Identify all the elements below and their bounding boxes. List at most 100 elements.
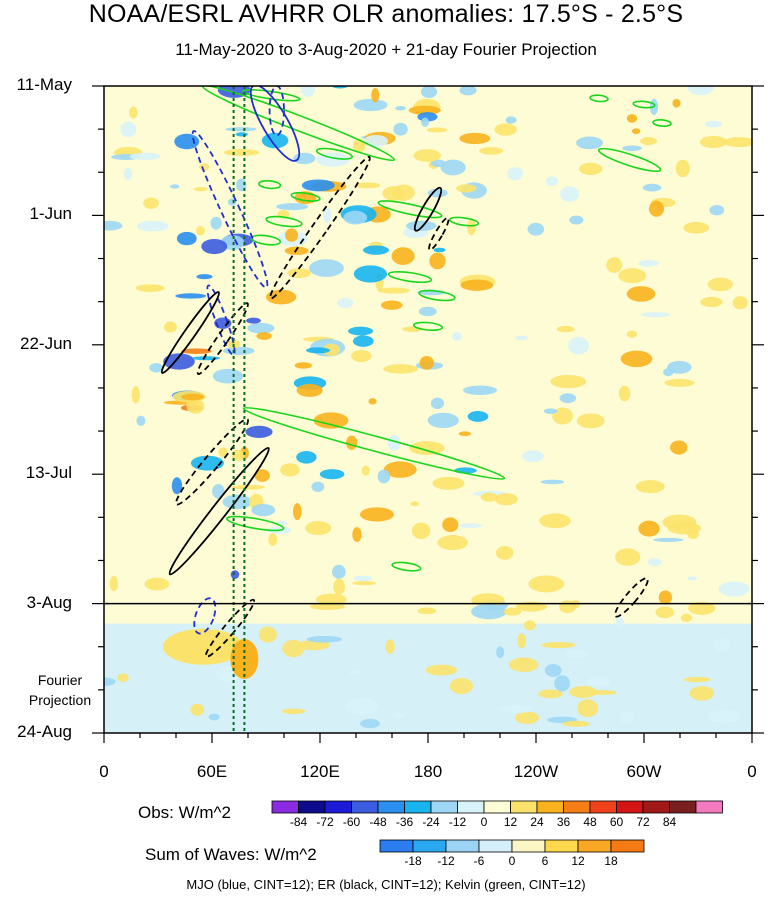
anomaly-patch [560,186,580,202]
anomaly-patch [333,578,345,595]
anomaly-patch [652,537,684,542]
kelvin-contour [242,406,506,480]
anomaly-patch [451,331,463,341]
anomaly-patch [683,676,711,683]
colorbar-cell [457,800,485,814]
anomaly-patch [120,121,137,138]
anomaly-patch [131,386,140,404]
kelvin-contour [418,289,456,302]
er-contour [269,156,371,300]
colorbar-tick-label: -36 [395,815,414,829]
anomaly-patch [383,364,419,374]
anomaly-patch [459,132,491,145]
anomaly-patch [494,123,517,136]
anomaly-patch [640,137,658,146]
anomaly-patch [176,231,197,246]
anomaly-patch [550,374,587,389]
anomaly-patch [246,317,261,324]
anomaly-patch [296,383,323,397]
anomaly-patch [377,287,411,294]
mjo-contour [206,284,236,356]
colorbar-cell [695,800,723,814]
anomaly-patch [440,159,466,176]
anomaly-patch [662,514,697,530]
anomaly-patch [638,260,659,267]
anomaly-patch [348,326,374,336]
anomaly-patch [615,548,641,566]
mjo-contour [249,86,301,162]
anomaly-patch [675,159,690,178]
anomaly-patch [346,435,358,450]
y-tick-label: 1-Jun [29,204,72,224]
anomaly-patch [638,520,660,537]
anomaly-patch [235,132,248,137]
colorbar-tick-label: 60 [609,815,624,829]
colorbar-tick-label: 24 [530,815,544,829]
anomaly-patch [419,356,435,370]
anomaly-patch [732,296,748,310]
projection-patch [230,639,259,680]
anomaly-patch [618,385,631,402]
anomaly-patch [353,265,388,283]
anomaly-patch [174,133,200,150]
anomaly-patch [517,633,526,649]
anomaly-patch [222,494,252,510]
y-tick-label: 24-Aug [17,722,72,741]
anomaly-patch [144,577,170,591]
colorbar-tick-label: -60 [342,815,361,829]
anomaly-patch [672,98,681,108]
colorbar-cell [377,800,405,814]
anomaly-patch [223,346,255,355]
anomaly-patch [371,88,380,103]
anomaly-patch [231,449,245,462]
anomaly-patch [427,188,448,198]
anomaly-patch [704,120,722,128]
anomaly-patch [296,450,317,464]
anomaly-patch [503,607,522,616]
anomaly-patch [212,483,225,499]
anomaly-patch [385,639,395,654]
anomaly-patch [343,210,368,225]
anomaly-patch [642,183,662,192]
anomaly-patch [323,207,332,224]
mjo-contour [191,130,269,289]
anomaly-patch [268,533,278,546]
er-contour [204,598,256,658]
anomaly-patch [538,689,563,699]
anomaly-patch [164,321,177,333]
anomaly-patch [315,593,347,606]
obs-colorbar-title: Obs: W/m^2 [138,803,231,822]
anomaly-patch [539,513,571,529]
anomaly-patch [456,184,477,193]
anomaly-patch [254,469,270,482]
kelvin-contour [258,179,282,190]
anomaly-patch [181,393,205,401]
chart-subtitle: 11-May-2020 to 3-Aug-2020 + 21-day Fouri… [175,40,597,59]
x-tick-label: 120E [300,762,340,781]
anomaly-patch [247,322,275,334]
anomaly-patch [170,184,180,189]
colorbar-cell [642,800,670,814]
anomaly-patch [420,86,438,99]
anomaly-patch [417,607,437,615]
anomaly-patch [569,685,598,698]
colorbar-tick-label: -12 [448,815,467,829]
anomaly-patch [527,222,545,236]
anomaly-patch [471,603,507,620]
projection-patch [163,628,243,665]
anomaly-patch [515,335,528,341]
anomaly-patch [175,293,207,299]
anomaly-patch [322,343,341,356]
anomaly-patch [136,220,169,232]
kelvin-contour [589,94,609,103]
anomaly-patch [276,203,309,211]
anomaly-patch [587,675,611,688]
anomaly-patch [352,335,374,347]
anomaly-patch [196,274,213,280]
anomaly-patch [494,493,518,506]
anomaly-patch [293,152,316,165]
anomaly-patch [622,145,642,152]
anomaly-patch [349,669,360,676]
anomaly-patch [528,575,565,593]
